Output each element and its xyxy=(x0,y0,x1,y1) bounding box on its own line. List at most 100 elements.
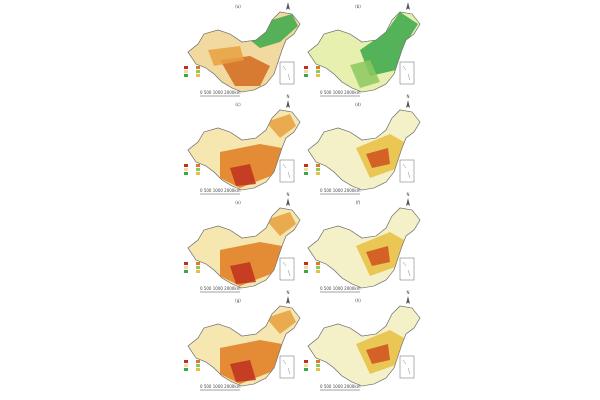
north-arrow xyxy=(406,2,410,10)
legend xyxy=(304,262,320,273)
legend-swatch xyxy=(184,364,188,367)
north-arrow xyxy=(286,100,290,108)
map-body xyxy=(307,207,421,289)
legend-swatch xyxy=(196,66,200,69)
region xyxy=(366,246,390,266)
north-arrow xyxy=(286,296,290,304)
country-border xyxy=(307,11,421,93)
inset-islands xyxy=(282,163,291,179)
region xyxy=(208,46,244,66)
region xyxy=(230,262,256,284)
north-arrow xyxy=(406,198,410,206)
north-label: N xyxy=(407,0,410,1)
map-body xyxy=(187,109,301,191)
map-body xyxy=(307,11,421,93)
panels: (a) N 0 500 1000 2000km (b) N 0 500 1000 2000… xyxy=(184,0,421,391)
panel-title: (c) xyxy=(235,102,241,107)
legend-swatch xyxy=(184,262,188,265)
region xyxy=(266,212,296,236)
north-label: N xyxy=(287,290,290,295)
panel-title: (a) xyxy=(235,4,241,9)
north-arrow xyxy=(286,198,290,206)
legend-swatch xyxy=(304,168,308,171)
legend-swatch xyxy=(184,266,188,269)
map-panel: (f) N 0 500 1000 2000km xyxy=(304,192,421,293)
legend-swatch xyxy=(304,164,308,167)
map-body xyxy=(187,305,301,387)
scale-label: 0 500 1000 2000km xyxy=(200,188,241,193)
legend-swatch xyxy=(196,164,200,167)
inset-box xyxy=(279,159,295,183)
legend-swatch xyxy=(316,270,320,273)
region xyxy=(360,12,418,76)
legend-swatch xyxy=(196,360,200,363)
country-border xyxy=(307,109,421,191)
legend-swatch xyxy=(196,270,200,273)
legend-swatch xyxy=(184,70,188,73)
region xyxy=(230,164,256,186)
inset-box xyxy=(399,61,415,85)
legend-swatch xyxy=(316,266,320,269)
legend-swatch xyxy=(196,74,200,77)
inset-box xyxy=(279,61,295,85)
legend xyxy=(184,262,200,273)
north-label: N xyxy=(287,192,290,197)
legend-swatch xyxy=(304,360,308,363)
legend-swatch xyxy=(196,172,200,175)
region xyxy=(266,114,296,138)
north-arrow xyxy=(286,2,290,10)
inset-islands xyxy=(402,65,411,81)
region xyxy=(266,310,296,334)
country-border xyxy=(187,11,301,93)
legend-swatch xyxy=(316,172,320,175)
map-body xyxy=(187,11,301,93)
legend xyxy=(304,360,320,371)
legend-swatch xyxy=(304,70,308,73)
inset-box xyxy=(279,257,295,281)
legend-swatch xyxy=(304,364,308,367)
inset-islands xyxy=(282,65,291,81)
legend-swatch xyxy=(184,164,188,167)
inset-islands xyxy=(402,163,411,179)
panel-title: (e) xyxy=(235,200,241,205)
scale-label: 0 500 1000 2000km xyxy=(200,90,241,95)
legend-swatch xyxy=(316,168,320,171)
scale-label: 0 500 1000 2000km xyxy=(320,286,361,291)
legend-swatch xyxy=(196,70,200,73)
north-arrow xyxy=(406,296,410,304)
legend-swatch xyxy=(316,368,320,371)
legend-swatch xyxy=(316,74,320,77)
map-panel: (e) N 0 500 1000 2000km xyxy=(184,192,301,293)
inset-box xyxy=(399,257,415,281)
scale-label: 0 500 1000 2000km xyxy=(200,286,241,291)
map-panel: (c) N 0 500 1000 2000km xyxy=(184,94,301,195)
legend-swatch xyxy=(184,360,188,363)
legend-swatch xyxy=(184,270,188,273)
legend xyxy=(304,164,320,175)
region xyxy=(220,56,270,86)
legend-swatch xyxy=(316,262,320,265)
legend xyxy=(184,360,200,371)
legend xyxy=(184,164,200,175)
legend-swatch xyxy=(316,360,320,363)
map-body xyxy=(187,207,301,289)
legend-swatch xyxy=(316,70,320,73)
legend-swatch xyxy=(184,168,188,171)
region xyxy=(230,360,256,382)
region xyxy=(366,148,390,168)
scale-label: 0 500 1000 2000km xyxy=(320,90,361,95)
inset-box xyxy=(399,159,415,183)
north-label: N xyxy=(287,0,290,1)
map-panel: (b) N 0 500 1000 2000km xyxy=(304,0,421,97)
country-border xyxy=(187,109,301,191)
scale-label: 0 500 1000 2000km xyxy=(320,188,361,193)
legend xyxy=(304,66,320,77)
legend-swatch xyxy=(316,364,320,367)
legend-swatch xyxy=(304,74,308,77)
legend-swatch xyxy=(184,74,188,77)
north-label: N xyxy=(407,192,410,197)
panel-title: (f) xyxy=(356,200,361,205)
legend-swatch xyxy=(196,364,200,367)
north-label: N xyxy=(407,290,410,295)
